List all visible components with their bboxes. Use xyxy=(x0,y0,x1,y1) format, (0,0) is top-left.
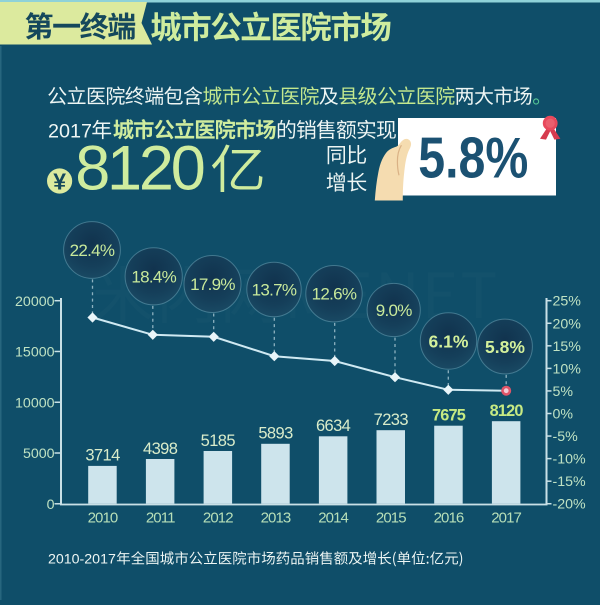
svg-text:10000: 10000 xyxy=(15,395,55,411)
svg-text:2017: 2017 xyxy=(48,120,92,142)
svg-text:2012: 2012 xyxy=(203,509,233,526)
svg-text:18.4%: 18.4% xyxy=(131,267,176,286)
svg-text:-10%: -10% xyxy=(553,452,587,468)
svg-text:20%: 20% xyxy=(553,316,582,332)
svg-text:2013: 2013 xyxy=(261,509,291,526)
svg-text:¥: ¥ xyxy=(53,168,66,194)
svg-text:10%: 10% xyxy=(553,361,582,377)
svg-text:-15%: -15% xyxy=(553,474,587,490)
svg-text:2010-2017: 2010-2017 xyxy=(48,552,116,568)
svg-text:0%: 0% xyxy=(553,407,574,423)
svg-text:15%: 15% xyxy=(553,339,582,355)
svg-text:7675: 7675 xyxy=(432,407,466,425)
svg-text:5%: 5% xyxy=(553,384,574,400)
svg-text:2017: 2017 xyxy=(491,509,521,526)
svg-text:2016: 2016 xyxy=(434,509,464,526)
svg-text:7233: 7233 xyxy=(374,411,409,429)
svg-text:22.4%: 22.4% xyxy=(70,241,115,260)
svg-text:2015: 2015 xyxy=(376,509,406,526)
svg-text:3714: 3714 xyxy=(85,447,120,465)
svg-text:12.6%: 12.6% xyxy=(312,285,357,304)
svg-text:6634: 6634 xyxy=(316,417,351,435)
svg-text:5185: 5185 xyxy=(201,432,236,450)
svg-text:9.0%: 9.0% xyxy=(376,301,413,320)
svg-text:4398: 4398 xyxy=(143,440,178,458)
svg-text:8120: 8120 xyxy=(490,402,524,420)
svg-text:20000: 20000 xyxy=(15,294,55,310)
svg-text:-20%: -20% xyxy=(553,497,587,513)
svg-text:13.7%: 13.7% xyxy=(252,281,297,300)
svg-text:2010: 2010 xyxy=(88,509,118,526)
svg-text:5.8%: 5.8% xyxy=(485,337,525,357)
svg-text:2014: 2014 xyxy=(318,509,348,526)
svg-text:5.8%: 5.8% xyxy=(418,127,528,191)
svg-text:0: 0 xyxy=(47,497,55,513)
svg-text:-5%: -5% xyxy=(553,429,579,445)
svg-text:5893: 5893 xyxy=(258,425,293,443)
svg-text:8120: 8120 xyxy=(75,134,204,204)
svg-text:6.1%: 6.1% xyxy=(429,331,469,351)
svg-text:25%: 25% xyxy=(553,294,582,310)
svg-text:2011: 2011 xyxy=(146,509,175,526)
svg-text:5000: 5000 xyxy=(23,446,55,462)
svg-text:17.9%: 17.9% xyxy=(190,275,235,294)
svg-text:15000: 15000 xyxy=(15,345,55,361)
